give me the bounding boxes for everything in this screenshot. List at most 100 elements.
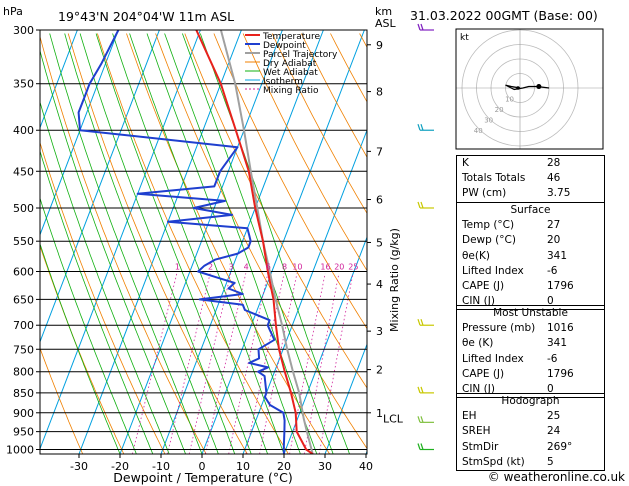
hodograph-frame	[455, 28, 604, 150]
mixing-ratio-line	[132, 273, 178, 454]
wind-barbs	[417, 23, 434, 451]
wet-adiabat-line	[40, 49, 186, 454]
temp-tick-label: 40	[359, 460, 373, 473]
dry-adiabat-line	[40, 347, 84, 454]
temp-tick-label: 10	[236, 460, 250, 473]
dry-adiabat-line	[40, 35, 207, 454]
pressure-tick-label: 500	[13, 202, 34, 215]
dry-adiabat-line	[67, 33, 248, 454]
mixing-ratio-line	[259, 273, 298, 454]
hodograph-trace	[505, 84, 550, 91]
pressure-tick-label: 950	[13, 426, 34, 439]
legend-dewpoint: Dewpoint	[263, 41, 306, 51]
hodograph-title: Hodograph	[501, 395, 560, 407]
dry-adiabat-line	[213, 33, 367, 330]
mixing-ratio-line	[289, 273, 326, 454]
pressure-tick-label: 700	[13, 319, 34, 332]
mixing-ratio-line	[303, 273, 340, 454]
pressure-tick-label: 350	[13, 78, 34, 91]
temp-tick-label: -30	[70, 460, 88, 473]
asl-label: ASL	[375, 17, 397, 30]
isotherm-line	[78, 30, 242, 454]
hodograph-origin-point	[516, 86, 520, 90]
temperature-profile-line	[195, 30, 314, 454]
surface-box: Surface Temp (°C) 27 Dewp (°C) 20 θe(K) 341…	[456, 202, 605, 311]
wet-adiabat-line	[95, 33, 252, 454]
pressure-tick-label: 900	[13, 407, 34, 420]
wet-adiabat-line	[40, 100, 170, 454]
temp-tick-label: 30	[318, 460, 332, 473]
km-label: km	[375, 5, 392, 18]
mixing-ratio-label: 10	[292, 263, 302, 272]
wet-adiabat-line	[49, 33, 203, 454]
indices-box: K 28 Totals Totals 46 PW (cm) 3.75	[456, 155, 605, 203]
mixing-ratio-label: 25	[348, 263, 358, 272]
legend-isotherm: Isotherm	[263, 77, 303, 87]
pressure-tick-label: 550	[13, 235, 34, 248]
mixing-ratio-line	[318, 273, 354, 454]
legend-wet-adiabat: Wet Adiabat	[263, 68, 318, 78]
mixing-ratio-line	[167, 273, 211, 454]
wet-adiabat-line	[146, 33, 301, 454]
wind-barb	[417, 124, 434, 131]
hodograph-box: Hodograph EH 25 SREH 24 StmDir 269° StmSpd …	[456, 393, 605, 471]
pressure-tick-label: 450	[13, 165, 34, 178]
isotherm-line	[40, 30, 78, 130]
km-tick-label: 4	[376, 278, 383, 291]
mixing-ratio-label: 20	[334, 263, 344, 272]
isotherm-line	[160, 30, 324, 454]
legend-dry-adiabat: Dry Adiabat	[263, 59, 317, 69]
km-tick-label: 8	[376, 86, 383, 99]
footer-credit: © weatheronline.co.uk	[488, 470, 625, 484]
most-unstable-box: Most Unstable Pressure (mb) 1016 θe (K) 34…	[456, 305, 605, 399]
mixing-ratio-line	[204, 273, 247, 454]
dry-adiabat-line	[155, 33, 367, 450]
mixing-ratio-label: 4	[244, 263, 249, 272]
km-tick-label: 3	[376, 325, 383, 338]
hodograph-ring-label: 30	[484, 116, 493, 124]
isotherm-line	[283, 235, 367, 454]
surface-title: Surface	[510, 204, 551, 216]
km-tick-label: 7	[376, 145, 383, 158]
isotherm-line	[40, 30, 160, 344]
pressure-tick-label: 850	[13, 387, 34, 400]
temp-tick-label: -10	[152, 460, 170, 473]
wind-barb	[417, 319, 434, 326]
mixing-ratio-label: 16	[320, 263, 330, 272]
legend-temperature: Temperature	[262, 32, 320, 42]
isotherm-line	[40, 30, 201, 451]
pressure-tick-label: 600	[13, 266, 34, 279]
hodograph-ring-label: 10	[505, 95, 514, 103]
k-label: K	[462, 157, 469, 169]
wet-adiabat-line	[112, 33, 268, 454]
pressure-tick-label: 750	[13, 343, 34, 356]
wet-adiabat-line	[40, 149, 154, 454]
dry-adiabat-line	[271, 33, 367, 215]
wind-barb	[417, 201, 434, 209]
most-unstable-title: Most Unstable	[493, 307, 568, 319]
mixing-ratio-line	[188, 273, 232, 454]
dry-adiabat-line	[97, 33, 289, 454]
wet-adiabat-line	[40, 242, 121, 454]
pressure-tick-label: 400	[13, 124, 34, 137]
km-tick-label: 5	[376, 236, 383, 249]
km-tick-label: 9	[376, 39, 383, 52]
pw-value: 3.75	[547, 187, 571, 200]
dry-adiabat-line	[184, 33, 367, 389]
tt-label: Totals Totals	[462, 172, 526, 185]
lcl-label: LCL	[383, 413, 404, 426]
wind-barb	[417, 443, 434, 451]
wet-adiabat-line	[64, 33, 219, 454]
wet-adiabat-line	[199, 33, 350, 454]
km-tick-label: 2	[376, 364, 383, 377]
hodograph-ring-label: 20	[495, 106, 504, 114]
pressure-tick-label: 800	[13, 366, 34, 379]
datetime-title: 31.03.2022 00GMT (Base: 00)	[410, 8, 598, 23]
isotherm-line	[40, 30, 119, 237]
mixing-ratio-label: 3	[229, 263, 234, 272]
y-axis-right-label: Mixing Ratio (g/kg)	[388, 228, 401, 332]
parcel-trajectory-line	[219, 30, 314, 454]
hpa-label: hPa	[3, 5, 23, 18]
hodograph-ring-label: 40	[474, 127, 483, 135]
